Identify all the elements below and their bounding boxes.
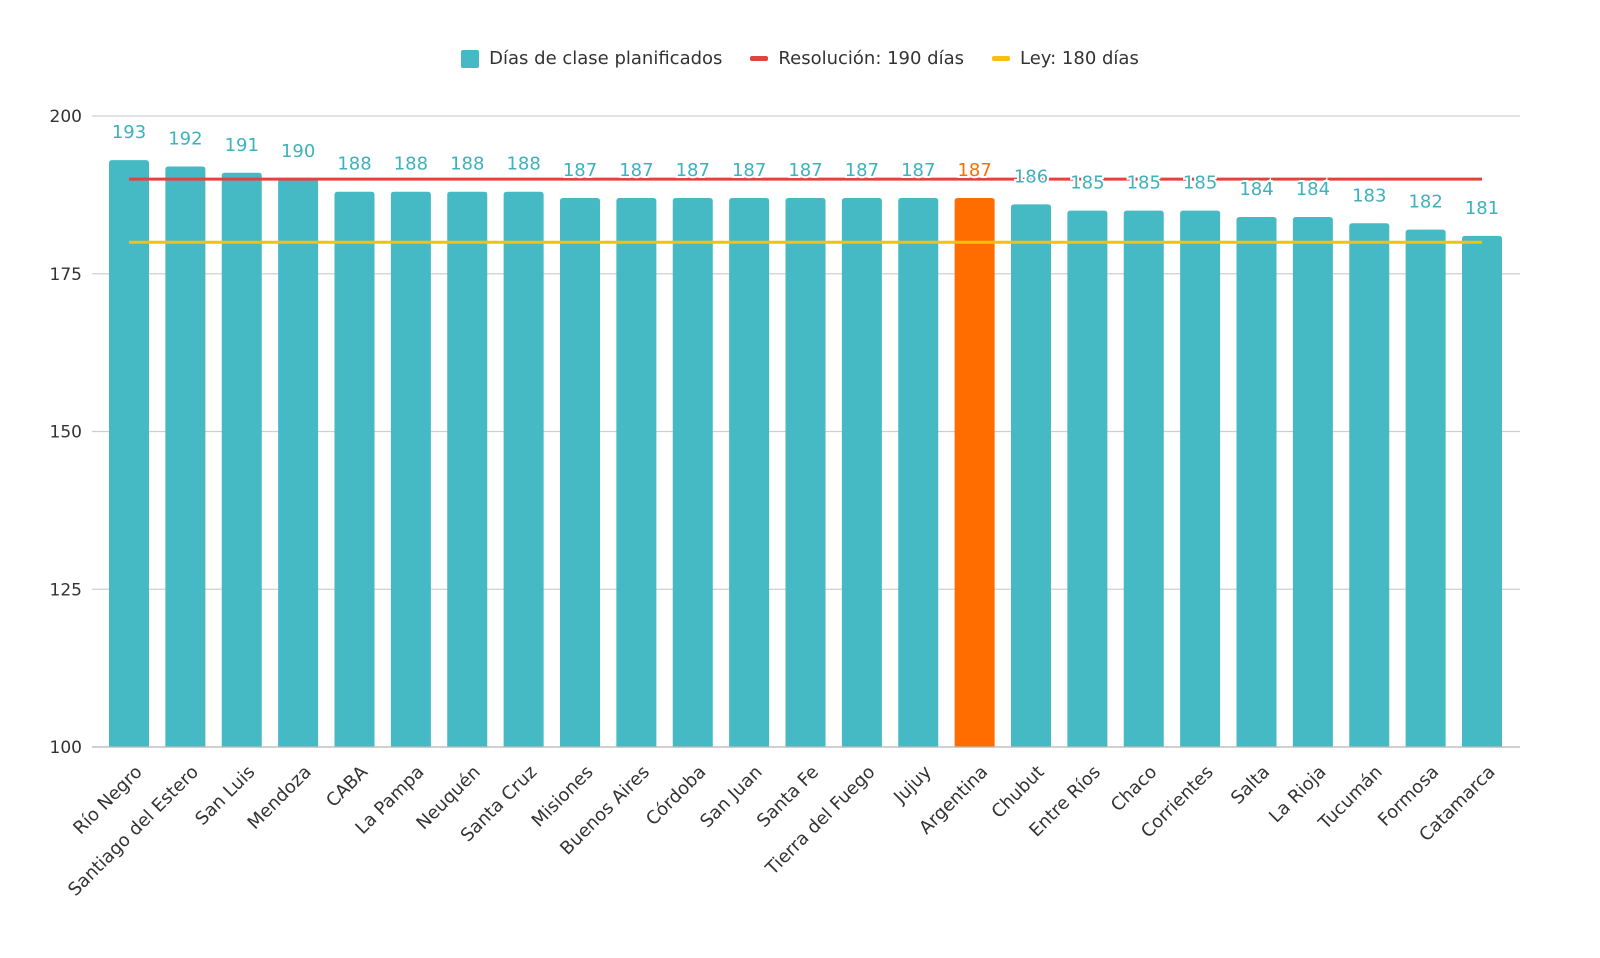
data-label: 181 — [1465, 198, 1499, 219]
bar — [954, 198, 995, 747]
data-label: 188 — [394, 154, 428, 175]
data-label: 190 — [281, 141, 315, 162]
y-tick-label: 100 — [50, 738, 82, 758]
data-label: 192 — [168, 128, 202, 149]
legend-swatch-bars — [461, 49, 480, 68]
bar — [1462, 235, 1502, 747]
y-tick-label: 125 — [50, 580, 82, 600]
legend-label-ley: Ley: 180 días — [1020, 48, 1139, 69]
bar — [334, 191, 375, 748]
data-label: 191 — [225, 135, 259, 156]
data-label: 185 — [1183, 173, 1217, 194]
bar — [447, 191, 488, 748]
legend-label-bars: Días de clase planificados — [489, 48, 723, 69]
bar — [503, 191, 544, 748]
bar — [1067, 210, 1108, 747]
data-label: 188 — [337, 154, 371, 175]
data-label: 187 — [676, 160, 710, 181]
bar — [278, 179, 319, 748]
data-label: 182 — [1408, 192, 1442, 213]
x-tick-label: Salta — [1227, 762, 1274, 809]
data-label: 184 — [1296, 179, 1330, 200]
data-label: 186 — [1014, 166, 1048, 187]
bar — [1011, 204, 1051, 748]
bar — [785, 198, 826, 747]
data-label: 185 — [1070, 173, 1104, 194]
data-label: 184 — [1239, 179, 1273, 200]
legend-item-ley[interactable]: Ley: 180 días — [992, 48, 1139, 69]
x-tick-label: Tierra del Fuego — [761, 762, 879, 880]
x-tick-label: Chaco — [1107, 762, 1161, 816]
data-label: 187 — [619, 160, 653, 181]
data-label: 187 — [901, 160, 935, 181]
bar — [390, 191, 431, 748]
bar — [560, 198, 600, 747]
y-tick-label: 150 — [50, 423, 82, 443]
legend-swatch-resolucion — [750, 56, 769, 61]
data-label: 187 — [845, 160, 879, 181]
legend-item-bars[interactable]: Días de clase planificados — [461, 48, 722, 69]
bar — [616, 198, 657, 747]
x-tick-label: Jujuy — [889, 761, 936, 808]
data-label: 188 — [506, 154, 540, 175]
legend-label-resolucion: Resolución: 190 días — [778, 48, 965, 69]
data-label: 185 — [1127, 173, 1161, 194]
legend-swatch-ley — [992, 56, 1011, 61]
legend-item-resolucion[interactable]: Resolución: 190 días — [750, 48, 964, 69]
bar — [898, 198, 939, 747]
bar — [165, 166, 206, 748]
data-label: 187 — [957, 160, 991, 181]
y-tick-label: 175 — [50, 265, 82, 285]
data-label: 187 — [563, 160, 597, 181]
x-tick-label: CABA — [322, 761, 372, 811]
legend: Días de clase planificados Resolución: 1… — [0, 48, 1600, 69]
data-label: 187 — [788, 160, 822, 181]
bar — [1180, 210, 1221, 747]
bar — [1123, 210, 1164, 747]
data-label: 188 — [450, 154, 484, 175]
y-tick-label: 200 — [50, 107, 82, 127]
bar — [841, 198, 882, 747]
bar — [672, 198, 713, 747]
x-tick-label: San Juan — [696, 762, 767, 833]
bar — [1349, 223, 1390, 747]
data-label: 187 — [732, 160, 766, 181]
bar — [729, 198, 770, 747]
data-label: 183 — [1352, 185, 1386, 206]
bar — [109, 160, 149, 748]
data-label: 193 — [112, 122, 146, 143]
bar — [1292, 216, 1333, 747]
bar — [221, 172, 262, 748]
bar — [1236, 216, 1277, 747]
bar — [1405, 229, 1446, 747]
